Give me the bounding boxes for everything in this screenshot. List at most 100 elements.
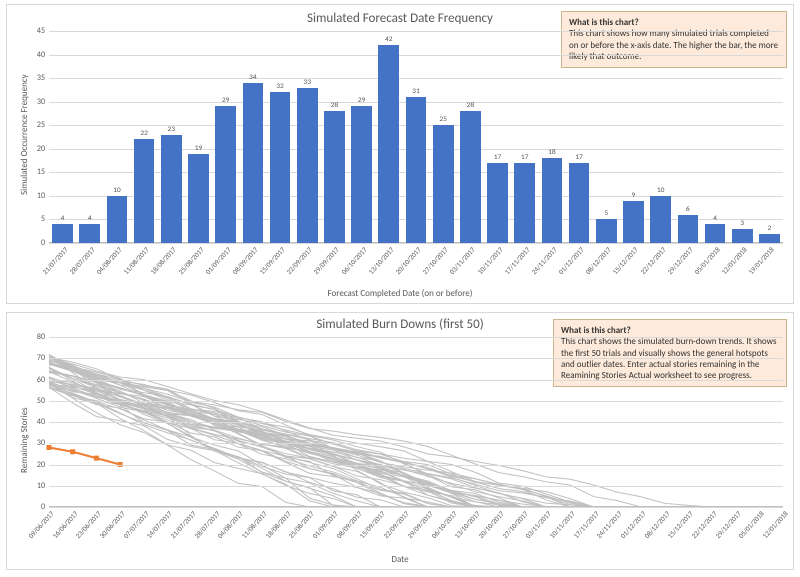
top-plot-area: 05101520253035404521/07/2017428/07/20174… [49, 31, 783, 243]
bar-group: 28 [321, 31, 348, 243]
actual-marker [70, 449, 75, 454]
top-x-tick-label: 22/09/2017 [285, 245, 314, 276]
bar-value-label: 22 [140, 129, 148, 139]
bar-value-label: 23 [168, 125, 176, 135]
bar-group: 10 [103, 31, 130, 243]
top-x-tick-label: 29/09/2017 [312, 245, 341, 276]
frequency-bar: 28 [324, 111, 345, 243]
bar-value-label: 28 [467, 101, 475, 111]
top-y-tick-label: 40 [37, 50, 49, 60]
frequency-bar: 2 [759, 234, 780, 243]
top-x-tick-label: 25/08/2017 [176, 245, 205, 276]
bar-group: 19 [185, 31, 212, 243]
bar-value-label: 28 [331, 101, 339, 111]
bar-value-label: 34 [249, 73, 257, 83]
bar-value-label: 10 [113, 186, 121, 196]
bottom-gridline [49, 337, 783, 338]
top-x-tick-label: 29/12/2017 [665, 245, 694, 276]
frequency-bar: 6 [678, 215, 699, 243]
bar-value-label: 10 [657, 186, 665, 196]
bar-value-label: 17 [494, 153, 502, 163]
bar-value-label: 25 [439, 115, 447, 125]
top-x-tick-label: 22/12/2017 [638, 245, 667, 276]
frequency-bar: 17 [569, 163, 590, 243]
bar-group: 31 [402, 31, 429, 243]
bar-group: 32 [266, 31, 293, 243]
frequency-bar: 23 [161, 135, 182, 243]
frequency-bar: 22 [134, 139, 155, 243]
bar-group: 22 [131, 31, 158, 243]
top-y-tick-label: 10 [37, 191, 49, 201]
bottom-info-title: What is this chart? [561, 325, 779, 336]
top-x-tick-label: 15/12/2017 [611, 245, 640, 276]
frequency-bar: 25 [433, 125, 454, 243]
bar-value-label: 9 [632, 191, 636, 201]
top-x-tick-label: 08/12/2017 [584, 245, 613, 276]
bottom-gridline [49, 380, 783, 381]
bar-group: 4 [701, 31, 728, 243]
sim-burndown-line [49, 355, 475, 507]
bar-value-label: 18 [548, 148, 556, 158]
frequency-bar: 28 [460, 111, 481, 243]
bar-group: 17 [511, 31, 538, 243]
bar-group: 6 [674, 31, 701, 243]
top-x-tick-label: 19/01/2018 [747, 245, 776, 276]
top-x-tick-label: 20/10/2017 [393, 245, 422, 276]
bar-group: 2 [756, 31, 783, 243]
top-x-tick-label: 01/09/2017 [203, 245, 232, 276]
top-x-tick-label: 06/10/2017 [339, 245, 368, 276]
bottom-gridline [49, 507, 783, 508]
bottom-y-axis-label: Remaining Stories [19, 407, 30, 473]
frequency-bar: 19 [188, 154, 209, 244]
bottom-plot-area: 0102030405060708009/06/201716/06/201723/… [49, 337, 783, 507]
top-y-axis-label: Simulated Occurrence Frequency [19, 74, 30, 195]
bar-group: 4 [76, 31, 103, 243]
top-y-tick-label: 20 [37, 144, 49, 154]
bar-value-label: 31 [412, 87, 420, 97]
bottom-y-tick-label: 60 [37, 375, 49, 385]
bottom-y-tick-label: 40 [37, 417, 49, 427]
forecast-frequency-panel: Simulated Forecast Date Frequency What i… [6, 4, 794, 304]
bar-value-label: 42 [385, 35, 393, 45]
burndown-panel: Simulated Burn Downs (first 50) What is … [6, 312, 794, 570]
top-x-tick-label: 21/07/2017 [40, 245, 69, 276]
bar-group: 29 [212, 31, 239, 243]
top-x-tick-label: 27/10/2017 [421, 245, 450, 276]
bar-group: 42 [375, 31, 402, 243]
actual-burndown-line [49, 448, 120, 465]
bottom-y-tick-label: 70 [37, 353, 49, 363]
frequency-bar: 31 [406, 97, 427, 243]
bar-value-label: 19 [195, 144, 203, 154]
bottom-x-axis-label: Date [7, 554, 793, 565]
bar-group: 28 [457, 31, 484, 243]
bottom-gridline [49, 422, 783, 423]
frequency-bar: 3 [732, 229, 753, 243]
top-x-tick-label: 28/07/2017 [67, 245, 96, 276]
frequency-bar: 4 [705, 224, 726, 243]
top-x-tick-label: 11/08/2017 [122, 245, 151, 276]
top-x-tick-label: 15/09/2017 [257, 245, 286, 276]
bottom-gridline [49, 401, 783, 402]
bar-group: 3 [729, 31, 756, 243]
top-y-tick-label: 30 [37, 97, 49, 107]
top-y-tick-label: 45 [37, 26, 49, 36]
actual-marker [94, 456, 99, 461]
frequency-bar: 5 [596, 219, 617, 243]
frequency-bar: 18 [542, 158, 563, 243]
top-x-tick-label: 08/09/2017 [230, 245, 259, 276]
page-root: Simulated Forecast Date Frequency What i… [0, 0, 800, 577]
top-x-tick-label: 01/12/2017 [556, 245, 585, 276]
bar-value-label: 2 [767, 224, 771, 234]
bar-group: 9 [620, 31, 647, 243]
bottom-y-tick-label: 20 [37, 460, 49, 470]
bar-group: 4 [49, 31, 76, 243]
bottom-y-tick-label: 50 [37, 396, 49, 406]
bar-group: 5 [593, 31, 620, 243]
bar-group: 34 [239, 31, 266, 243]
bottom-gridline [49, 358, 783, 359]
frequency-bar: 34 [243, 83, 264, 243]
bar-value-label: 33 [303, 78, 311, 88]
frequency-bar: 33 [297, 88, 318, 243]
bar-value-label: 29 [358, 96, 366, 106]
top-info-title: What is this chart? [569, 17, 779, 28]
